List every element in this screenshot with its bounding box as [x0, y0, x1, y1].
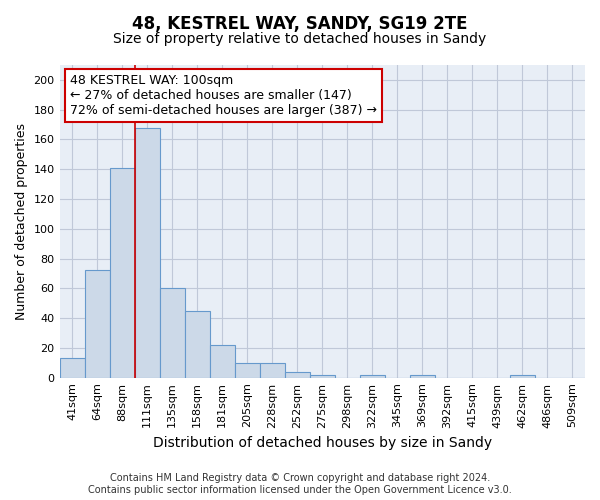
Bar: [110, 168, 134, 378]
Text: Size of property relative to detached houses in Sandy: Size of property relative to detached ho…: [113, 32, 487, 46]
Bar: [260, 363, 285, 378]
Text: 48, KESTREL WAY, SANDY, SG19 2TE: 48, KESTREL WAY, SANDY, SG19 2TE: [132, 15, 468, 33]
Y-axis label: Number of detached properties: Number of detached properties: [15, 123, 28, 320]
X-axis label: Distribution of detached houses by size in Sandy: Distribution of detached houses by size …: [153, 436, 492, 450]
Bar: [235, 363, 260, 378]
Bar: [209, 345, 235, 378]
Bar: [360, 374, 385, 378]
Bar: [510, 374, 535, 378]
Bar: [85, 270, 110, 378]
Bar: [310, 374, 335, 378]
Bar: [134, 128, 160, 378]
Text: 48 KESTREL WAY: 100sqm
← 27% of detached houses are smaller (147)
72% of semi-de: 48 KESTREL WAY: 100sqm ← 27% of detached…: [70, 74, 377, 118]
Bar: [410, 374, 435, 378]
Bar: [185, 310, 209, 378]
Bar: [59, 358, 85, 378]
Text: Contains HM Land Registry data © Crown copyright and database right 2024.
Contai: Contains HM Land Registry data © Crown c…: [88, 474, 512, 495]
Bar: [285, 372, 310, 378]
Bar: [160, 288, 185, 378]
